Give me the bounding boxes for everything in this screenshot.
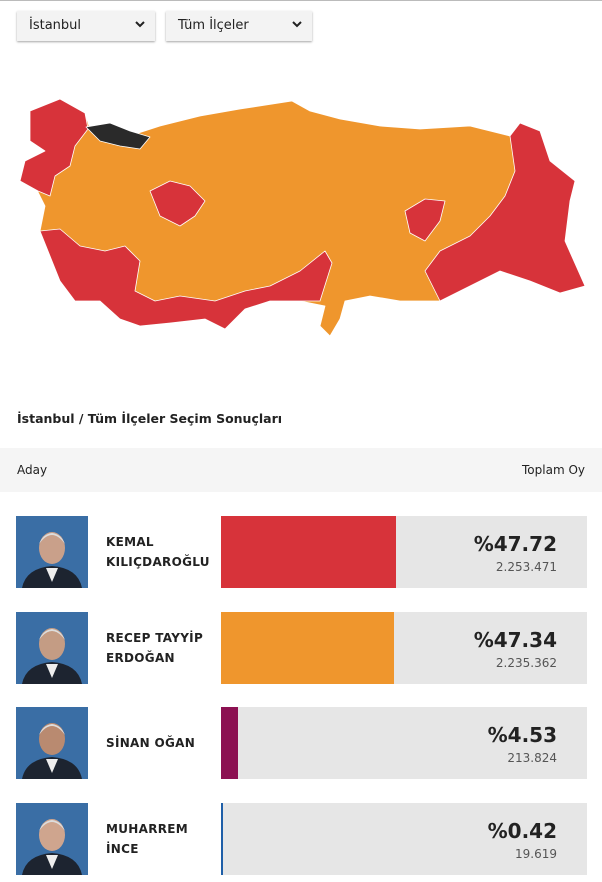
- candidate-photo: [16, 707, 88, 783]
- vote-count: 2.253.471: [495, 560, 557, 574]
- bar: [221, 707, 238, 779]
- province-select[interactable]: İstanbul: [17, 11, 155, 41]
- turkey-map: [19, 98, 586, 337]
- results-title: İstanbul / Tüm İlçeler Seçim Sonuçları: [17, 411, 283, 426]
- district-select[interactable]: Tüm İlçeler: [166, 11, 312, 41]
- share-label: %0.42: [487, 819, 557, 843]
- photo-image: [16, 803, 88, 875]
- header-total: Toplam Oy: [522, 463, 585, 477]
- candidate-photo: [16, 516, 88, 592]
- photo-image: [16, 516, 88, 588]
- candidate-photo: [16, 803, 88, 879]
- bar-track: %4.53 213.824: [221, 707, 587, 779]
- vote-count: 2.235.362: [495, 656, 557, 670]
- share-label: %4.53: [487, 723, 557, 747]
- chevron: [135, 21, 145, 28]
- candidate-photo: [16, 612, 88, 688]
- name-line: İNCE: [106, 842, 139, 856]
- share-label: %47.72: [473, 532, 557, 556]
- map-red: [424, 122, 586, 302]
- candidate-row: SİNAN OĞAN %4.53 213.824: [0, 707, 602, 779]
- photo-image: [16, 612, 88, 684]
- bar-track: %47.34 2.235.362: [221, 612, 587, 684]
- candidate-row: RECEP TAYYİP ERDOĞAN %47.34 2.235.362: [0, 612, 602, 684]
- bar: [221, 612, 395, 684]
- candidate-row: MUHARREM İNCE %0.42 19.619: [0, 803, 602, 875]
- district-label: Tüm İlçeler: [178, 18, 249, 33]
- bar: [221, 516, 396, 588]
- header-candidate: Aday: [17, 463, 48, 477]
- share-label: %47.34: [473, 628, 557, 652]
- name-line: SİNAN OĞAN: [106, 736, 196, 750]
- candidate-name: KEMAL KILIÇDAROĞLU: [106, 516, 210, 588]
- map-red: [39, 228, 333, 330]
- candidate-name: RECEP TAYYİP ERDOĞAN: [106, 612, 203, 684]
- name-line: KILIÇDAROĞLU: [106, 555, 210, 569]
- map-istanbul: [85, 122, 151, 150]
- map-red: [404, 198, 446, 242]
- map-red: [19, 98, 89, 197]
- bar-track: %47.72 2.253.471: [221, 516, 587, 588]
- map-red: [149, 180, 206, 227]
- candidate-row: KEMAL KILIÇDAROĞLU %47.72 2.253.471: [0, 516, 602, 588]
- vote-count: 213.824: [507, 751, 557, 765]
- bar: [221, 803, 223, 875]
- candidate-name: MUHARREM İNCE: [106, 803, 188, 875]
- bar-track: %0.42 19.619: [221, 803, 587, 875]
- name-line: RECEP TAYYİP: [106, 631, 204, 645]
- province-label: İstanbul: [29, 18, 82, 33]
- chevron: [292, 21, 302, 28]
- table-header: Aday Toplam Oy: [0, 448, 602, 492]
- name-line: KEMAL: [106, 535, 154, 549]
- photo-image: [16, 707, 88, 779]
- name-line: MUHARREM: [106, 822, 189, 836]
- name-line: ERDOĞAN: [106, 651, 175, 665]
- vote-count: 19.619: [515, 847, 557, 861]
- candidate-name: SİNAN OĞAN: [106, 707, 195, 779]
